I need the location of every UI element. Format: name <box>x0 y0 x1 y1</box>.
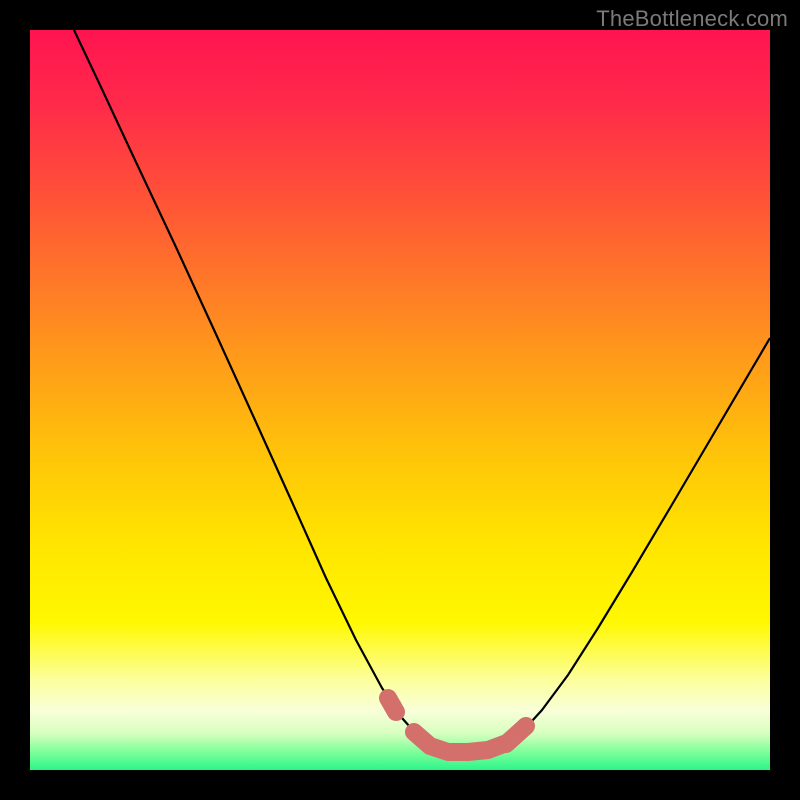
highlight-segment-0 <box>388 698 396 712</box>
watermark-text: TheBottleneck.com <box>596 6 788 32</box>
chart-svg <box>30 30 770 770</box>
outer-frame: TheBottleneck.com <box>0 0 800 800</box>
chart-area <box>30 30 770 770</box>
chart-background <box>30 30 770 770</box>
